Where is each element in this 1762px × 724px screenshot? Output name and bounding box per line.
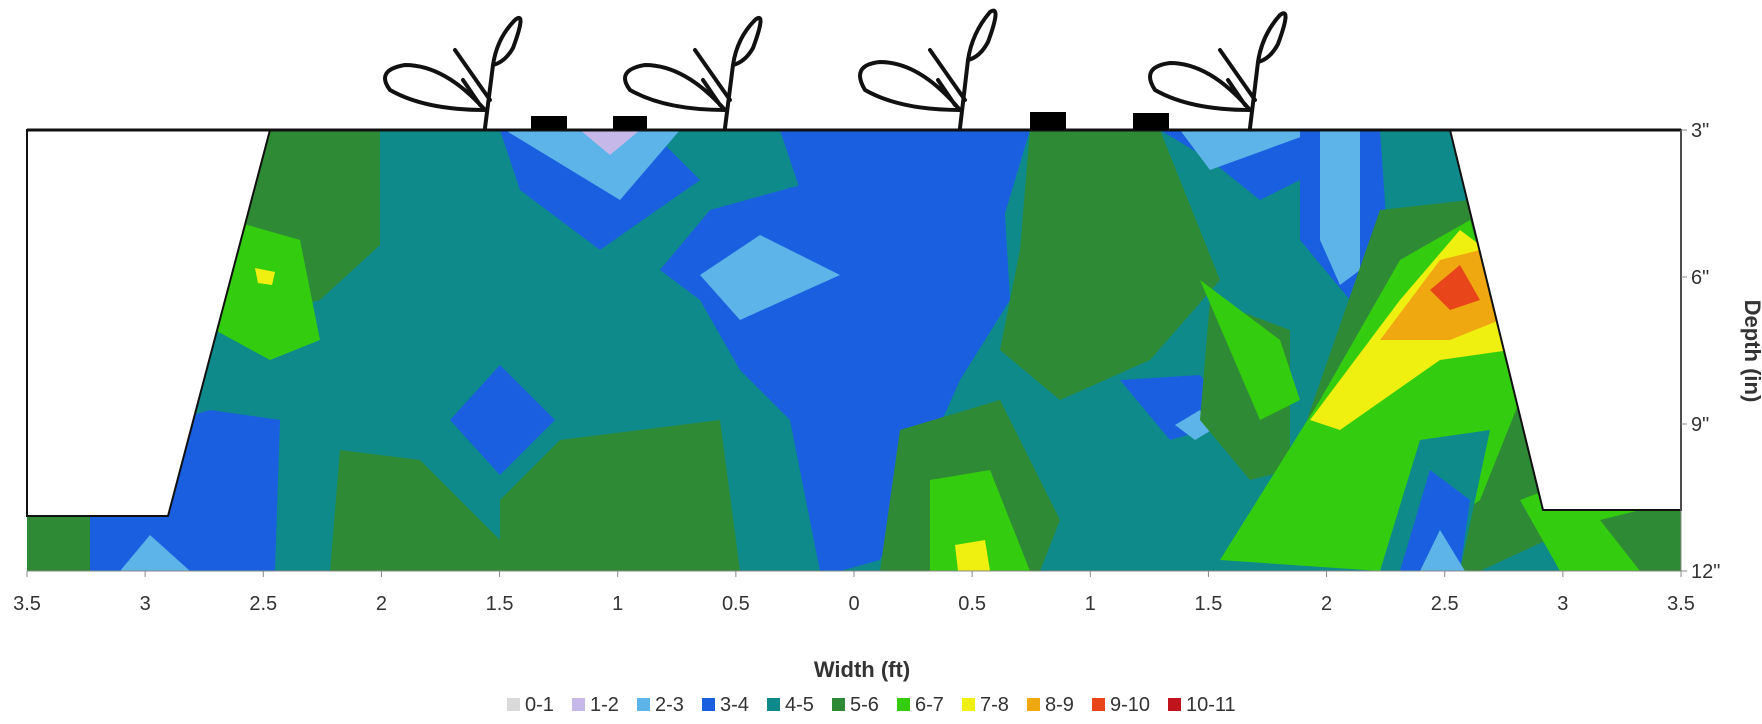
legend-label: 2-3 [655,694,684,716]
contour-band-2-3 [120,535,190,571]
contour-band-2-3 [1320,130,1360,285]
plant-icon [623,16,763,130]
contour-band-3-4 [450,365,555,475]
plant-icons [383,8,1288,130]
contour-band-3-4 [780,130,1030,290]
legend: 0-1 1-2 2-3 3-4 4-5 5-6 6-7 7-8 8-9 9-10 10-11 [507,694,1236,716]
x-tick-label: 0.5 [722,593,750,615]
legend-swatch [572,698,585,711]
contour-band-3-4 [1400,470,1470,571]
x-axis-ticks: 3.5 3 2.5 2 1.5 1 0.5 0 0.5 1 1.5 2 2.5 3 3.5 [13,571,1695,615]
legend-swatch [1168,698,1181,711]
drip-emitter [613,116,647,130]
x-tick-label: 2 [1321,593,1332,615]
contour-band-2-3 [505,130,680,200]
contour-band-2-3 [700,235,840,320]
legend-label: 4-5 [785,694,814,716]
x-tick-label: 2 [376,593,387,615]
contour-band-7-8 [255,268,275,285]
legend-swatch [1092,698,1105,711]
legend-label: 8-9 [1045,694,1074,716]
y-tick-label: 6" [1691,267,1709,289]
contour-band-6-7 [930,470,1030,571]
legend-label: 0-1 [525,694,554,716]
legend-swatch [1027,698,1040,711]
legend-swatch [507,698,520,711]
legend-label: 9-10 [1110,694,1150,716]
legend-label: 6-7 [915,694,944,716]
legend-swatch [702,698,715,711]
y-tick-label: 3" [1691,120,1709,142]
contour-band-1-2 [580,130,640,155]
x-tick-label: 2.5 [1431,593,1459,615]
contour-band-5-6 [500,420,740,571]
drip-emitter [1030,112,1066,130]
x-axis-title: Width (ft) [814,657,910,682]
x-tick-label: 1 [612,593,623,615]
x-tick-label: 0 [848,593,859,615]
legend-label: 7-8 [980,694,1009,716]
contour-band-5-6 [1600,500,1681,571]
contour-band-2-3 [1420,530,1465,571]
legend-swatch [897,698,910,711]
x-tick-label: 3.5 [13,593,41,615]
legend-label: 1-2 [590,694,619,716]
drip-emitter [1133,113,1169,130]
legend-swatch [962,698,975,711]
plant-icon [383,16,523,130]
y-axis-ticks: 3" 6" 9" 12" [1681,120,1720,583]
contour-band-2-3 [1180,130,1320,170]
contour-band-9-10 [1430,265,1480,310]
x-tick-label: 0.5 [958,593,986,615]
legend-swatch [832,698,845,711]
x-tick-label: 1.5 [486,593,514,615]
y-tick-label: 12" [1691,561,1720,583]
contour-band-7-8 [955,540,990,571]
contour-field [27,130,1681,571]
drip-emitters [531,112,1169,130]
plant-icon [1148,11,1288,130]
legend-label: 5-6 [850,694,879,716]
plant-icon [858,8,998,130]
contour-band-6-7 [1200,280,1300,420]
contour-band-5-6 [330,450,500,571]
x-tick-label: 2.5 [249,593,277,615]
contour-band-5-6 [1000,130,1220,400]
legend-swatch [637,698,650,711]
drip-emitter [531,116,567,130]
x-tick-label: 1 [1085,593,1096,615]
legend-label: 3-4 [720,694,749,716]
x-tick-label: 3.5 [1667,593,1695,615]
x-tick-label: 3 [140,593,151,615]
legend-label: 10-11 [1186,694,1236,716]
y-tick-label: 9" [1691,414,1709,436]
x-tick-label: 1.5 [1195,593,1223,615]
y-axis-title: Depth (in) [1740,300,1762,403]
x-tick-label: 3 [1557,593,1568,615]
legend-swatch [767,698,780,711]
contour-band-6-7 [215,220,320,360]
